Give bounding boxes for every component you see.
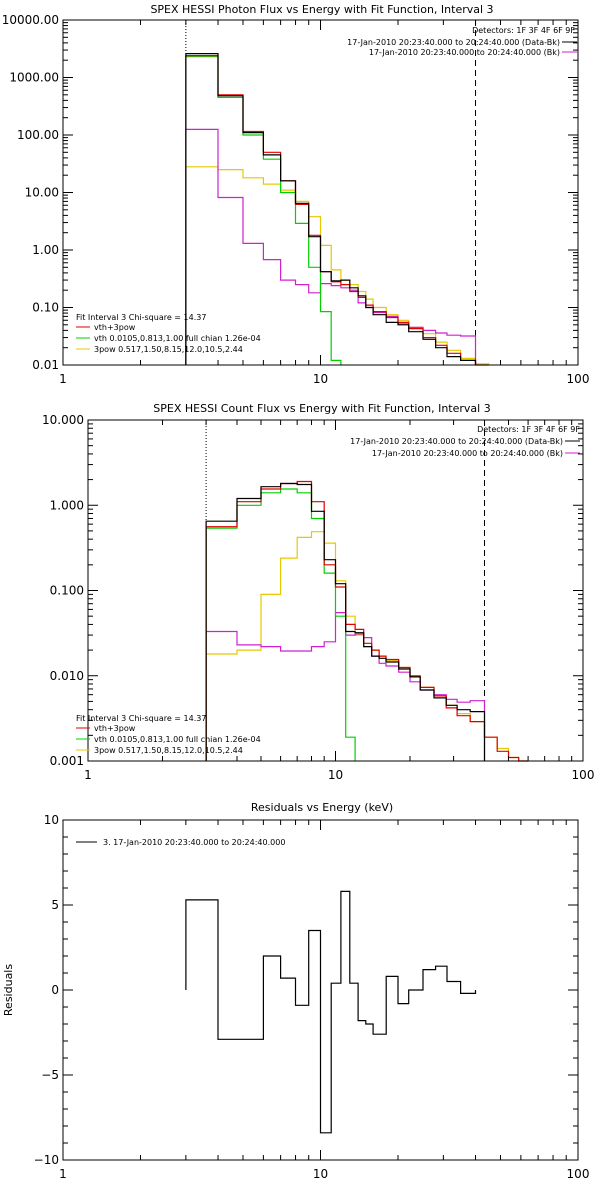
y-tick-label: −10 xyxy=(34,1153,59,1167)
x-tick-label: 100 xyxy=(572,768,595,782)
y-tick-label: 1.00 xyxy=(32,243,59,257)
x-tick-label: 100 xyxy=(567,372,590,386)
panel3-title: Residuals vs Energy (keV) xyxy=(251,801,393,814)
panel-photon-flux: SPEX HESSI Photon Flux vs Energy with Fi… xyxy=(2,3,590,386)
x-tick-label: 100 xyxy=(567,1167,590,1181)
panel1-detectors-label: Detectors: 1F 3F 4F 6F 9F xyxy=(472,26,575,35)
x-tick-label: 1 xyxy=(59,372,67,386)
panel1-data-bk-label: 17-Jan-2010 20:23:40.000 to 20:24:40.000… xyxy=(347,38,560,47)
panel2-fit-label-3pow: 3pow 0.517,1.50,8.15,12.0,10.5,2.44 xyxy=(94,746,243,755)
y-tick-label: 10.00 xyxy=(25,186,59,200)
series-green-histogram xyxy=(185,56,342,365)
panel1-bk-label: 17-Jan-2010 20:23:40.000 to 20:24:40.000… xyxy=(369,48,560,57)
y-tick-label: 0.010 xyxy=(50,669,84,683)
panel-residuals: Residuals vs Energy (keV) 1 10 100 10 5 0 −5 −1… xyxy=(2,801,589,1181)
y-tick-label: 0.01 xyxy=(32,358,59,372)
panel1-fit-label-vth: vth 0.0105,0.813,1.00 full chian 1.26e-0… xyxy=(94,334,261,343)
panel2-detectors-label: Detectors: 1F 3F 4F 6F 9F xyxy=(477,425,580,434)
series-green-histogram xyxy=(205,488,356,761)
panel3-ylabel: Residuals xyxy=(2,964,15,1016)
x-tick-label: 1 xyxy=(84,768,92,782)
y-tick-label: 0.001 xyxy=(50,754,84,768)
y-tick-label: 1000.00 xyxy=(9,71,59,85)
y-tick-label: 100.00 xyxy=(17,128,59,142)
y-tick-label: 0.10 xyxy=(32,301,59,315)
panel2-fit-label-vth: vth 0.0105,0.813,1.00 full chian 1.26e-0… xyxy=(94,735,261,744)
y-tick-label: 0.100 xyxy=(50,584,84,598)
x-tick-label: 10 xyxy=(313,372,328,386)
panel2-fit-title: Fit Interval 3 Chi-square = 14.37 xyxy=(76,714,206,723)
panel1-fit-title: Fit Interval 3 Chi-square = 14.37 xyxy=(76,313,206,322)
y-tick-label: −5 xyxy=(41,1068,59,1082)
series-black-histogram xyxy=(185,890,477,1134)
y-tick-label: 5 xyxy=(51,898,59,912)
series-magenta-histogram xyxy=(205,612,486,761)
series-black-histogram xyxy=(205,482,486,761)
panel1-fit-label-total: vth+3pow xyxy=(94,323,136,332)
panel2-bk-label: 17-Jan-2010 20:23:40.000 to 20:24:40.000… xyxy=(372,449,563,458)
series-magenta-histogram xyxy=(185,128,477,365)
x-tick-label: 10 xyxy=(328,768,343,782)
x-tick-label: 1 xyxy=(59,1167,67,1181)
y-tick-label: 1.000 xyxy=(50,498,84,512)
panel-count-flux: SPEX HESSI Count Flux vs Energy with Fit… xyxy=(42,402,594,782)
series-black-histogram xyxy=(185,53,477,365)
y-tick-label: 10.000 xyxy=(42,413,84,427)
panel2-fit-label-total: vth+3pow xyxy=(94,724,136,733)
y-tick-label: 0 xyxy=(51,983,59,997)
panel2-data-bk-label: 17-Jan-2010 20:23:40.000 to 20:24:40.000… xyxy=(350,437,563,446)
panel3-legend-label: 3. 17-Jan-2010 20:23:40.000 to 20:24:40.… xyxy=(103,838,285,847)
panel1-fit-label-3pow: 3pow 0.517,1.50,8.15,12.0,10.5,2.44 xyxy=(94,345,243,354)
x-tick-label: 10 xyxy=(313,1167,328,1181)
y-tick-label: 10 xyxy=(44,813,59,827)
y-tick-label: 10000.00 xyxy=(2,13,59,27)
panel2-title: SPEX HESSI Count Flux vs Energy with Fit… xyxy=(153,402,490,415)
panel1-title: SPEX HESSI Photon Flux vs Energy with Fi… xyxy=(150,3,493,16)
